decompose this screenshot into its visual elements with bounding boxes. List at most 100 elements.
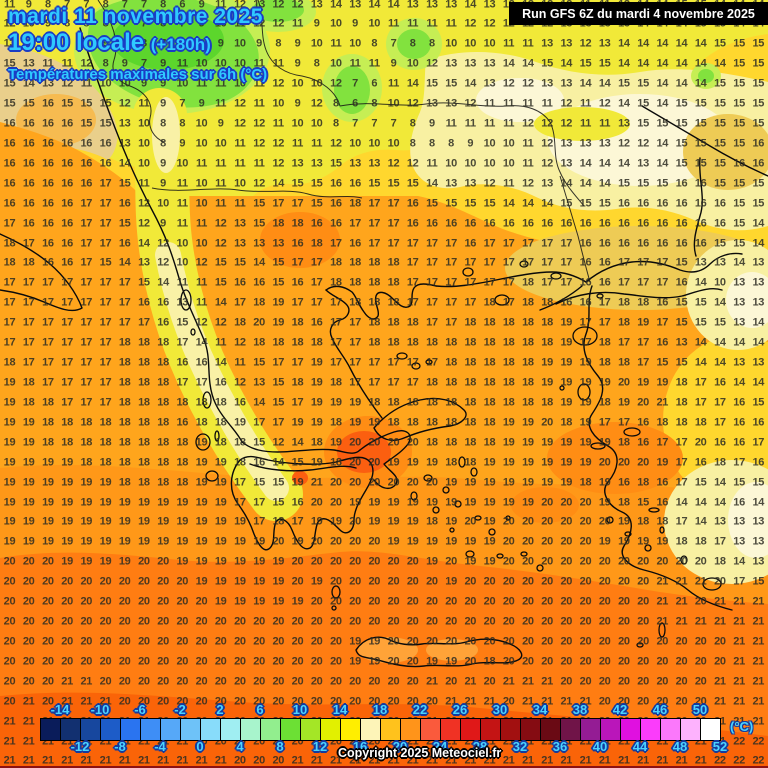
temp-value: 21 (3, 715, 16, 728)
temp-value: 21 (138, 735, 150, 748)
temp-value: 16 (675, 217, 688, 230)
temp-value: 12 (118, 97, 131, 110)
temp-value: 14 (426, 177, 438, 190)
temp-value: 21 (42, 735, 54, 748)
temp-value: 20 (310, 496, 323, 508)
temp-value: 15 (560, 197, 573, 210)
temp-value: 20 (464, 615, 477, 628)
temp-value: 19 (118, 535, 131, 548)
temp-value: 18 (118, 456, 131, 469)
temp-value: 10 (502, 157, 515, 170)
temp-value: 21 (310, 754, 323, 767)
temp-value: 19 (387, 535, 400, 548)
temp-value: 19 (234, 595, 246, 608)
temp-value: 15 (61, 97, 73, 110)
temp-value: 17 (99, 316, 112, 329)
temp-value: 12 (272, 157, 285, 170)
temp-value: 21 (22, 695, 35, 708)
legend-color-box (581, 719, 601, 740)
temp-value: 15 (752, 117, 765, 130)
temp-value: 21 (714, 675, 726, 688)
temp-value: 19 (560, 456, 573, 469)
temp-value: 19 (445, 575, 457, 588)
temp-value: 20 (118, 695, 131, 708)
temp-value: 11 (387, 17, 400, 30)
temp-value: 20 (22, 675, 35, 688)
temp-value: 19 (99, 496, 112, 508)
temp-value: 20 (272, 535, 285, 548)
temp-value: 11 (215, 157, 227, 170)
temp-value: 7 (179, 17, 186, 30)
temp-value: 20 (618, 635, 630, 648)
temp-value: 20 (291, 635, 304, 648)
temp-value: 20 (714, 655, 726, 668)
temp-value: 17 (310, 296, 323, 309)
temp-value: 10 (330, 17, 342, 30)
temp-value: 14 (118, 256, 131, 269)
temp-value: 20 (157, 635, 169, 648)
temp-value: 16 (330, 197, 342, 210)
temp-value: 16 (80, 137, 93, 150)
temp-value: 11 (195, 217, 208, 230)
temp-value: 18 (157, 436, 169, 449)
temp-value: 16 (675, 197, 688, 210)
temp-value: 16 (656, 496, 669, 508)
temp-value: 20 (330, 535, 342, 548)
temp-value: 8 (102, 17, 109, 30)
temp-value: 21 (502, 675, 515, 688)
temp-value: 8 (160, 17, 167, 30)
temp-value: 13 (733, 356, 745, 369)
temp-value: 12 (560, 97, 573, 110)
temp-value: 15 (733, 137, 745, 150)
temp-value: 14 (714, 57, 726, 70)
temp-value: 20 (195, 655, 208, 668)
temp-value: 7 (121, 17, 128, 30)
temp-value: 21 (752, 595, 765, 608)
temp-value: 18 (3, 237, 16, 250)
temp-value: 10 (445, 157, 457, 170)
temp-value: 8 (409, 117, 416, 130)
temp-value: 14 (694, 515, 707, 528)
temp-value: 18 (368, 316, 381, 329)
temp-value: 21 (733, 695, 745, 708)
legend-tick-label: -14 (50, 702, 70, 717)
temp-value: 9 (160, 77, 167, 90)
temp-value: 16 (330, 217, 342, 230)
temp-value: 19 (99, 535, 112, 548)
temp-value: 20 (406, 436, 419, 449)
temp-value: 21 (349, 754, 361, 767)
temp-value: 18 (541, 296, 553, 309)
temp-value: 17 (99, 296, 112, 309)
temp-value: 16 (618, 217, 630, 230)
legend-tick-label: 4 (236, 739, 244, 754)
temp-value: 20 (502, 535, 515, 548)
temp-value: 14 (579, 157, 592, 170)
temp-value: 15 (272, 396, 285, 409)
temp-value: 14 (502, 197, 515, 210)
temp-value: 20 (80, 575, 93, 588)
temp-value: 16 (406, 217, 419, 230)
temp-value: 9 (64, 37, 71, 50)
temp-value: 18 (522, 336, 534, 349)
temp-value: 18 (522, 296, 534, 309)
temp-value: 14 (272, 177, 285, 190)
temp-value: 17 (618, 336, 630, 349)
temp-value: 17 (310, 276, 323, 289)
temp-value: 20 (214, 635, 227, 648)
temp-value: 17 (752, 436, 765, 449)
temp-value: 17 (618, 256, 630, 269)
temp-value: 11 (445, 17, 457, 30)
temp-value: 18 (387, 276, 400, 289)
temp-value: 20 (560, 496, 573, 508)
temp-value: 17 (368, 217, 381, 230)
temp-value: 19 (483, 476, 496, 489)
temp-value: 13 (541, 177, 553, 190)
temp-value: 17 (483, 256, 496, 269)
temp-value: 11 (272, 117, 284, 130)
temp-value: 17 (733, 456, 745, 469)
temp-value: 14 (752, 496, 765, 508)
temp-value: 13 (483, 57, 496, 70)
temp-value: 20 (99, 635, 112, 648)
temp-value: 19 (3, 436, 16, 449)
